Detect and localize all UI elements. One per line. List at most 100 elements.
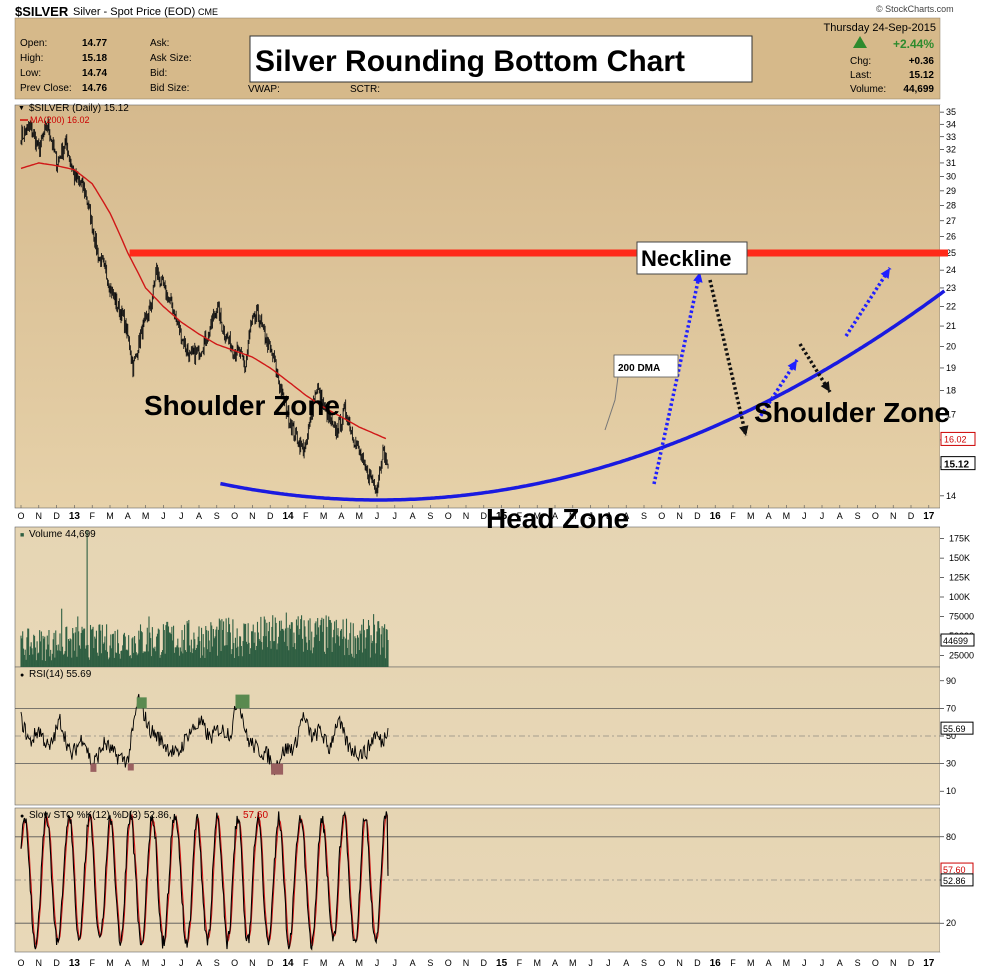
x-tick-label: J bbox=[820, 958, 825, 968]
stat-label: Ask Size: bbox=[150, 53, 192, 64]
x-tick-label: 14 bbox=[282, 958, 294, 969]
legend-marker-icon: ● bbox=[20, 672, 24, 679]
x-tick-label: M bbox=[533, 958, 541, 968]
x-tick-label: S bbox=[855, 511, 861, 521]
stat-label: Chg: bbox=[850, 56, 871, 67]
y-tick-label: 24 bbox=[946, 265, 956, 275]
x-tick-label: D bbox=[481, 511, 488, 521]
symbol-label: $SILVER bbox=[15, 4, 69, 19]
x-tick-label: J bbox=[588, 511, 593, 521]
x-tick-label: O bbox=[17, 511, 24, 521]
projection-arrow-up-head bbox=[880, 268, 890, 279]
x-tick-label: N bbox=[463, 958, 470, 968]
ma200-line bbox=[20, 162, 387, 440]
y-tick-label: 70 bbox=[946, 703, 956, 713]
pct-change: +2.44% bbox=[893, 37, 934, 51]
x-tick-label: A bbox=[837, 958, 843, 968]
x-tick-label: J bbox=[606, 511, 611, 521]
x-tick-label: 15 bbox=[496, 958, 508, 969]
stat-value: 15.18 bbox=[82, 53, 107, 64]
neckline-label: Neckline bbox=[641, 246, 732, 271]
y-tick-label: 30 bbox=[946, 759, 956, 769]
x-tick-label: M bbox=[106, 511, 114, 521]
x-tick-label: A bbox=[196, 511, 202, 521]
head-zone-label: Head Zone bbox=[486, 503, 629, 534]
stat-label: Bid Size: bbox=[150, 83, 189, 94]
projection-arrow-down-head bbox=[820, 381, 830, 392]
date-label: Thursday 24-Sep-2015 bbox=[823, 22, 936, 34]
x-tick-label: A bbox=[623, 958, 629, 968]
y-tick-label: 26 bbox=[946, 232, 956, 242]
x-tick-label: D bbox=[694, 511, 701, 521]
x-tick-label: D bbox=[53, 511, 60, 521]
x-tick-label: O bbox=[231, 958, 238, 968]
x-tick-label: A bbox=[552, 511, 558, 521]
x-tick-label: D bbox=[53, 958, 60, 968]
x-tick-label: A bbox=[410, 511, 416, 521]
x-tick-label: M bbox=[106, 958, 114, 968]
shoulder-zone-right-label: Shoulder Zone bbox=[754, 397, 950, 428]
x-tick-label: S bbox=[214, 958, 220, 968]
x-tick-label: A bbox=[410, 958, 416, 968]
y-tick-label: 20 bbox=[946, 918, 956, 928]
x-tick-label: F bbox=[89, 511, 95, 521]
exchange-label: CME bbox=[198, 7, 218, 17]
sto-k-value-tag bbox=[940, 873, 974, 887]
rsi-oversold-shade bbox=[90, 763, 97, 772]
rsi-line bbox=[20, 693, 389, 776]
y-tick-label: 25000 bbox=[949, 650, 974, 660]
x-tick-label: 16 bbox=[710, 958, 722, 969]
x-tick-label: F bbox=[517, 511, 523, 521]
title-box bbox=[249, 35, 753, 83]
projection-arrow-up-head bbox=[787, 360, 797, 371]
x-tick-label: N bbox=[463, 511, 470, 521]
stat-value: 14.77 bbox=[82, 38, 107, 49]
legend-marker-icon: ● bbox=[20, 813, 24, 820]
x-tick-label: D bbox=[694, 958, 701, 968]
dma-label-box bbox=[613, 354, 679, 378]
sto-d-value-label: 57.60 bbox=[943, 865, 966, 875]
shoulder-zone-left-label: Shoulder Zone bbox=[144, 390, 340, 421]
y-tick-label: 35 bbox=[946, 107, 956, 117]
stat-value: 44,699 bbox=[903, 84, 934, 95]
stat-label: Volume: bbox=[850, 84, 886, 95]
rsi-oversold-shade bbox=[271, 763, 284, 775]
stat-value: +0.36 bbox=[909, 56, 935, 67]
x-tick-label: N bbox=[676, 958, 683, 968]
y-tick-label: 14 bbox=[946, 491, 956, 501]
x-tick-label: O bbox=[658, 958, 665, 968]
x-tick-label: 17 bbox=[923, 958, 935, 969]
legend-entry: Volume 44,699 bbox=[29, 529, 96, 540]
x-tick-label: M bbox=[569, 958, 577, 968]
y-tick-label: 31 bbox=[946, 158, 956, 168]
x-tick-label: O bbox=[445, 511, 452, 521]
legend-entry: RSI(14) 55.69 bbox=[29, 669, 92, 680]
x-tick-label: S bbox=[641, 511, 647, 521]
rsi-value-tag bbox=[940, 721, 974, 735]
rsi-oversold-shade bbox=[127, 763, 134, 771]
x-tick-label: F bbox=[303, 958, 309, 968]
y-tick-label: 20 bbox=[946, 341, 956, 351]
x-tick-label: J bbox=[161, 511, 166, 521]
legend-marker-icon: ▼ bbox=[18, 105, 25, 112]
x-tick-label: J bbox=[606, 958, 611, 968]
x-tick-label: A bbox=[196, 958, 202, 968]
x-tick-label: 15 bbox=[496, 511, 508, 522]
x-tick-label: O bbox=[17, 958, 24, 968]
x-tick-label: 13 bbox=[69, 511, 81, 522]
x-tick-label: S bbox=[214, 511, 220, 521]
x-tick-label: J bbox=[179, 511, 184, 521]
x-tick-label: A bbox=[125, 958, 131, 968]
x-tick-label: M bbox=[783, 511, 791, 521]
x-tick-label: M bbox=[355, 958, 363, 968]
x-tick-label: A bbox=[338, 958, 344, 968]
x-tick-label: M bbox=[320, 958, 328, 968]
x-tick-label: J bbox=[179, 958, 184, 968]
x-tick-label: M bbox=[533, 511, 541, 521]
ma-value-tag bbox=[940, 431, 976, 446]
rsi-overbought-shade bbox=[136, 697, 147, 709]
stat-value: 14.74 bbox=[82, 68, 107, 79]
y-tick-label: 33 bbox=[946, 132, 956, 142]
volume-value-label: 44699 bbox=[943, 636, 968, 646]
